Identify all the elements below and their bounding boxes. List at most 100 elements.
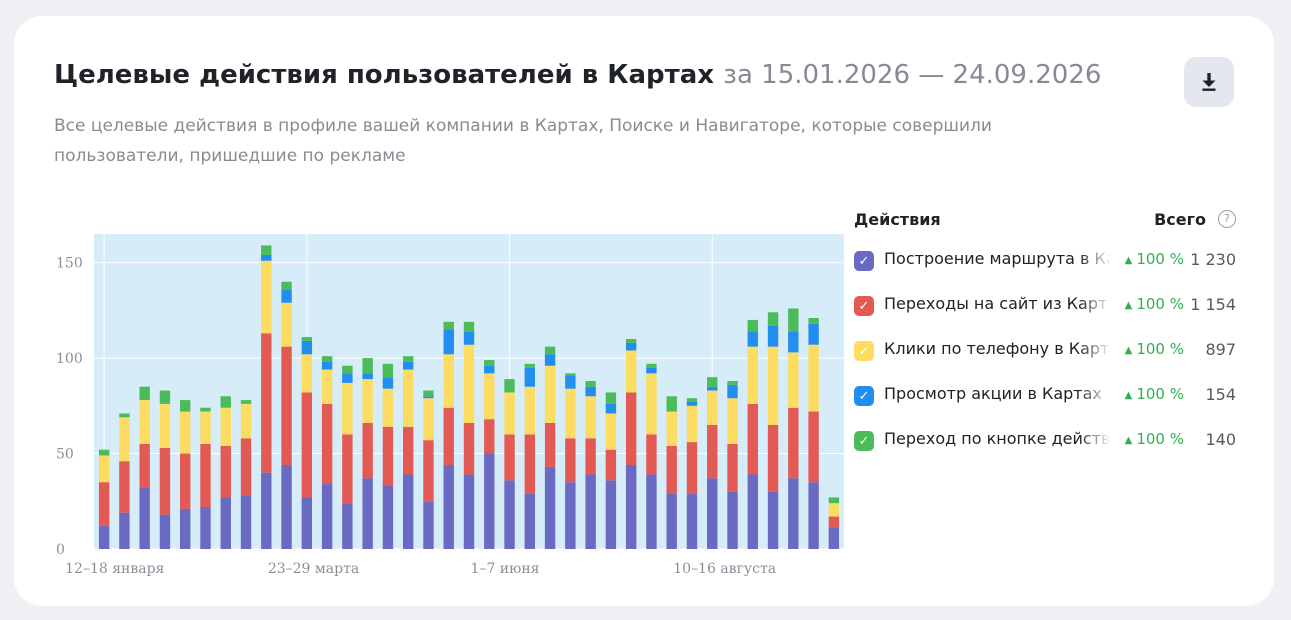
legend-item-change: ▲ 100 % bbox=[1125, 295, 1184, 313]
bar-segment bbox=[646, 363, 657, 368]
bar-segment bbox=[443, 329, 454, 355]
bar-segment bbox=[98, 526, 110, 549]
bar-segment bbox=[159, 447, 171, 515]
bar-segment bbox=[544, 354, 556, 366]
bar-segment bbox=[139, 444, 150, 488]
bar-segment bbox=[808, 344, 819, 412]
bar-segment bbox=[686, 442, 698, 494]
question-icon[interactable]: ? bbox=[1218, 210, 1236, 228]
legend-item-change: ▲ 100 % bbox=[1125, 340, 1184, 358]
page-title: Целевые действия пользователей в Картах … bbox=[54, 60, 1101, 90]
legend-item-total: 140 bbox=[1205, 430, 1236, 449]
bar-segment bbox=[767, 491, 779, 549]
trend-up-icon: ▲ bbox=[1124, 390, 1133, 401]
bar-segment bbox=[625, 465, 637, 549]
trend-up-icon: ▲ bbox=[1124, 435, 1133, 446]
legend-checkbox[interactable]: ✓ bbox=[854, 296, 874, 316]
bar-segment bbox=[605, 449, 617, 481]
bar-segment bbox=[504, 392, 515, 435]
legend-item-change: ▲ 100 % bbox=[1125, 385, 1184, 403]
bar-segment bbox=[180, 453, 191, 509]
bar-segment bbox=[585, 381, 596, 387]
chart-card: Целевые действия пользователей в Картах … bbox=[14, 16, 1274, 606]
trend-up-icon: ▲ bbox=[1124, 300, 1133, 311]
bar-segment bbox=[646, 373, 657, 435]
bar-segment bbox=[362, 423, 373, 479]
bar-segment bbox=[646, 434, 657, 475]
download-button[interactable] bbox=[1184, 57, 1234, 107]
legend-checkbox[interactable]: ✓ bbox=[854, 251, 874, 271]
bar-segment bbox=[321, 484, 333, 549]
bar-segment bbox=[382, 388, 394, 427]
bar-segment bbox=[625, 392, 637, 465]
bar-segment bbox=[524, 367, 536, 387]
bar-segment bbox=[605, 403, 617, 414]
bar-segment bbox=[625, 350, 637, 393]
legend-header-actions: Действия bbox=[854, 210, 941, 229]
legend-item-total: 897 bbox=[1205, 340, 1236, 359]
bar-segment bbox=[605, 413, 617, 450]
legend-checkbox[interactable]: ✓ bbox=[854, 386, 874, 406]
bar-segment bbox=[484, 419, 495, 454]
bar-segment bbox=[524, 493, 536, 549]
bar-segment bbox=[484, 373, 495, 420]
bar-segment bbox=[747, 331, 758, 347]
bar-segment bbox=[544, 466, 556, 549]
legend-item[interactable]: ✓ Клики по телефону в Картах ▲ 100 % 897 bbox=[854, 326, 1236, 371]
bar-segment bbox=[119, 512, 130, 549]
bar-segment bbox=[707, 386, 718, 391]
bar-segment bbox=[646, 474, 657, 549]
bar-segment bbox=[342, 434, 353, 504]
bar-segment bbox=[281, 281, 292, 290]
bar-segment bbox=[119, 417, 130, 462]
bar-segment bbox=[423, 501, 434, 549]
legend-item[interactable]: ✓ Переход по кнопке действия ▲ 100 % 140 bbox=[854, 416, 1236, 461]
bar-segment bbox=[139, 487, 150, 549]
bar-segment bbox=[362, 373, 373, 380]
bar-segment bbox=[443, 321, 454, 330]
download-icon bbox=[1202, 73, 1216, 91]
bar-segment bbox=[281, 302, 292, 347]
bar-segment bbox=[261, 260, 272, 334]
bar-segment bbox=[828, 497, 840, 504]
legend-item-label: Переходы на сайт из Карт bbox=[884, 294, 1108, 313]
bar-segment bbox=[342, 503, 353, 549]
bar-segment bbox=[240, 403, 252, 439]
bar-segment bbox=[747, 403, 758, 475]
bar-segment bbox=[261, 245, 272, 255]
legend-checkbox[interactable]: ✓ bbox=[854, 431, 874, 451]
legend-item-label: Переход по кнопке действия bbox=[884, 429, 1111, 448]
legend-item[interactable]: ✓ Переходы на сайт из Карт ▲ 100 % 1 154 bbox=[854, 281, 1236, 326]
bar-segment bbox=[281, 465, 292, 549]
bar-segment bbox=[119, 461, 130, 513]
legend-items: ✓Построение маршрута в Картах▲100 %1 230… bbox=[854, 236, 1236, 461]
bar-segment bbox=[443, 407, 454, 465]
bar-segment bbox=[605, 480, 617, 549]
legend-item[interactable]: ✓ Построение маршрута в Картах ▲100 % 1 230 bbox=[854, 236, 1236, 281]
bar-segment bbox=[240, 400, 252, 404]
bar-segment bbox=[180, 400, 191, 412]
bar-segment bbox=[585, 474, 596, 549]
bar-segment bbox=[321, 403, 333, 485]
title-period: за 15.01.2026 — 24.09.2026 bbox=[723, 60, 1102, 90]
bar-segment bbox=[261, 255, 272, 261]
bar-segment bbox=[625, 339, 637, 343]
bar-segment bbox=[301, 392, 313, 498]
trend-up-icon: ▲ bbox=[1124, 345, 1133, 356]
bar-segment bbox=[200, 407, 211, 412]
bar-segment bbox=[463, 344, 475, 423]
bar-segment bbox=[524, 363, 536, 368]
legend-item[interactable]: ✓ Просмотр акции в Картах ▲ 100 % 154 bbox=[854, 371, 1236, 416]
bar-segment bbox=[565, 438, 576, 483]
bar-segment bbox=[727, 398, 738, 444]
bar-segment bbox=[544, 346, 556, 355]
legend-checkbox[interactable]: ✓ bbox=[854, 341, 874, 361]
stacked-bar-chart: 0 50 100 150 12–18 января 23–29 марта 1–7 июня… bbox=[54, 206, 844, 576]
x-tick-label: 10–16 августа bbox=[673, 561, 776, 576]
bar-segment bbox=[788, 407, 799, 479]
bar-segment bbox=[362, 478, 373, 549]
bar-segment bbox=[180, 508, 191, 549]
bar-segment bbox=[727, 491, 738, 549]
bar-segment bbox=[321, 356, 333, 362]
bar-segment bbox=[342, 365, 353, 374]
